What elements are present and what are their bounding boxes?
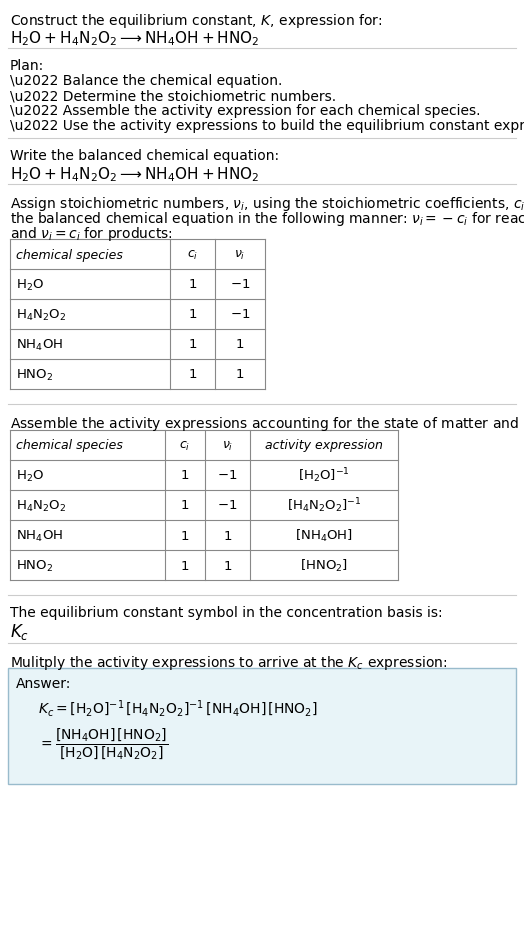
- Text: and $\nu_i = c_i$ for products:: and $\nu_i = c_i$ for products:: [10, 225, 173, 243]
- Text: $\mathrm{H_2O}$: $\mathrm{H_2O}$: [16, 468, 44, 483]
- Text: activity expression: activity expression: [265, 439, 383, 452]
- Text: $[\mathrm{NH_4OH}]$: $[\mathrm{NH_4OH}]$: [295, 527, 353, 544]
- Text: $\mathrm{NH_4OH}$: $\mathrm{NH_4OH}$: [16, 528, 63, 543]
- FancyBboxPatch shape: [8, 668, 516, 784]
- Text: $\mathrm{H_2O + H_4N_2O_2 \longrightarrow NH_4OH + HNO_2}$: $\mathrm{H_2O + H_4N_2O_2 \longrightarro…: [10, 165, 260, 184]
- Text: $\mathrm{H_4N_2O_2}$: $\mathrm{H_4N_2O_2}$: [16, 498, 66, 513]
- Text: $\mathrm{H_2O + H_4N_2O_2 \longrightarrow NH_4OH + HNO_2}$: $\mathrm{H_2O + H_4N_2O_2 \longrightarro…: [10, 29, 260, 48]
- Text: $-1$: $-1$: [217, 499, 238, 512]
- Text: $[\mathrm{HNO_2}]$: $[\mathrm{HNO_2}]$: [300, 557, 348, 573]
- Text: $= \dfrac{[\mathrm{NH_4OH}]\,[\mathrm{HNO_2}]}{[\mathrm{H_2O}]\,[\mathrm{H_4N_2O: $= \dfrac{[\mathrm{NH_4OH}]\,[\mathrm{HN…: [38, 726, 168, 762]
- Text: $1$: $1$: [235, 368, 245, 381]
- Text: Assign stoichiometric numbers, $\nu_i$, using the stoichiometric coefficients, $: Assign stoichiometric numbers, $\nu_i$, …: [10, 195, 524, 213]
- Text: \u2022 Determine the stoichiometric numbers.: \u2022 Determine the stoichiometric numb…: [10, 89, 336, 103]
- Text: $\mathrm{H_4N_2O_2}$: $\mathrm{H_4N_2O_2}$: [16, 307, 66, 322]
- Text: $1$: $1$: [235, 338, 245, 351]
- Text: $\mathrm{NH_4OH}$: $\mathrm{NH_4OH}$: [16, 337, 63, 352]
- Text: chemical species: chemical species: [16, 439, 123, 452]
- Text: $\nu_i$: $\nu_i$: [234, 248, 246, 261]
- Text: $-1$: $-1$: [230, 278, 250, 291]
- Text: Construct the equilibrium constant, $K$, expression for:: Construct the equilibrium constant, $K$,…: [10, 12, 383, 30]
- Text: Plan:: Plan:: [10, 59, 44, 73]
- Text: The equilibrium constant symbol in the concentration basis is:: The equilibrium constant symbol in the c…: [10, 605, 443, 620]
- Text: $\nu_i$: $\nu_i$: [222, 439, 233, 452]
- Text: 1: 1: [188, 368, 196, 381]
- Text: $c_i$: $c_i$: [187, 248, 198, 261]
- Bar: [10, 240, 265, 389]
- Text: $\mathrm{HNO_2}$: $\mathrm{HNO_2}$: [16, 367, 53, 382]
- Text: $K_c$: $K_c$: [10, 622, 29, 642]
- Text: chemical species: chemical species: [16, 248, 123, 261]
- Text: Answer:: Answer:: [16, 676, 71, 690]
- Text: 1: 1: [181, 469, 189, 482]
- Text: Write the balanced chemical equation:: Write the balanced chemical equation:: [10, 149, 279, 163]
- Text: 1: 1: [181, 499, 189, 512]
- Text: $c_i$: $c_i$: [179, 439, 191, 452]
- Text: the balanced chemical equation in the following manner: $\nu_i = -c_i$ for react: the balanced chemical equation in the fo…: [10, 209, 524, 228]
- Text: \u2022 Assemble the activity expression for each chemical species.: \u2022 Assemble the activity expression …: [10, 104, 481, 118]
- Text: $K_c = [\mathrm{H_2O}]^{-1}\,[\mathrm{H_4N_2O_2}]^{-1}\,[\mathrm{NH_4OH}]\,[\mat: $K_c = [\mathrm{H_2O}]^{-1}\,[\mathrm{H_…: [38, 698, 318, 719]
- Text: \u2022 Use the activity expressions to build the equilibrium constant expression: \u2022 Use the activity expressions to b…: [10, 119, 524, 133]
- Text: $[\mathrm{H_2O}]^{-1}$: $[\mathrm{H_2O}]^{-1}$: [298, 466, 350, 485]
- Text: $-1$: $-1$: [230, 308, 250, 321]
- Text: 1: 1: [181, 559, 189, 572]
- Bar: [10, 430, 398, 581]
- Text: $[\mathrm{H_4N_2O_2}]^{-1}$: $[\mathrm{H_4N_2O_2}]^{-1}$: [287, 496, 362, 515]
- Text: 1: 1: [188, 338, 196, 351]
- Text: $\mathrm{HNO_2}$: $\mathrm{HNO_2}$: [16, 558, 53, 573]
- Text: $1$: $1$: [223, 559, 232, 572]
- Text: $\mathrm{H_2O}$: $\mathrm{H_2O}$: [16, 277, 44, 292]
- Text: $-1$: $-1$: [217, 469, 238, 482]
- Text: Mulitply the activity expressions to arrive at the $K_c$ expression:: Mulitply the activity expressions to arr…: [10, 653, 447, 671]
- Text: \u2022 Balance the chemical equation.: \u2022 Balance the chemical equation.: [10, 74, 282, 88]
- Text: 1: 1: [181, 529, 189, 542]
- Text: 1: 1: [188, 278, 196, 291]
- Text: $1$: $1$: [223, 529, 232, 542]
- Text: 1: 1: [188, 308, 196, 321]
- Text: Assemble the activity expressions accounting for the state of matter and $\nu_i$: Assemble the activity expressions accoun…: [10, 414, 524, 432]
